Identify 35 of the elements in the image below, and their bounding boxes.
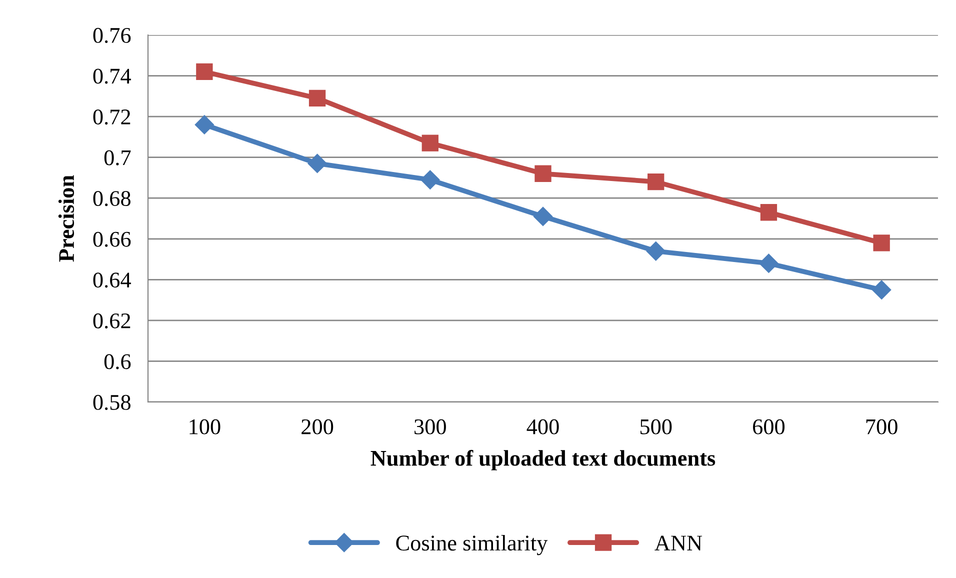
y-tick-label: 0.7 [104, 150, 131, 166]
point [194, 115, 214, 134]
point [648, 173, 664, 190]
legend-label: Cosine similarity [396, 534, 548, 556]
point [646, 242, 666, 261]
y-tick-label: 0.72 [93, 109, 130, 125]
y-tick-label: 0.76 [93, 28, 131, 44]
x-tick-label: 700 [866, 419, 898, 434]
point [534, 165, 552, 182]
point [759, 254, 778, 273]
y-tick-label: 0.68 [93, 191, 130, 206]
point [872, 280, 892, 300]
y-axis-title: Precision [58, 175, 74, 262]
x-axis-title: Number of uploaded text documents [370, 450, 716, 470]
x-tick-label: 500 [640, 419, 672, 434]
x-tick-label: 200 [302, 419, 334, 434]
x-tick-label: 400 [526, 419, 559, 434]
y-tick-label: 0.64 [93, 272, 131, 288]
y-tick-label: 0.6 [104, 354, 131, 370]
point [420, 170, 440, 190]
x-tick-label: 100 [190, 419, 220, 434]
point [308, 90, 326, 107]
y-tick-label: 0.66 [93, 232, 131, 247]
point [196, 63, 213, 80]
x-tick-label: 600 [753, 419, 785, 434]
legend-label: ANN [654, 536, 702, 550]
point [422, 134, 438, 152]
point [873, 234, 890, 252]
y-tick-label: 0.62 [93, 313, 130, 328]
y-tick-label: 0.74 [93, 68, 131, 84]
y-tick-label: 0.58 [93, 394, 130, 410]
point [533, 206, 553, 226]
x-tick-label: 300 [414, 419, 446, 434]
point [308, 154, 327, 173]
point [760, 204, 778, 221]
